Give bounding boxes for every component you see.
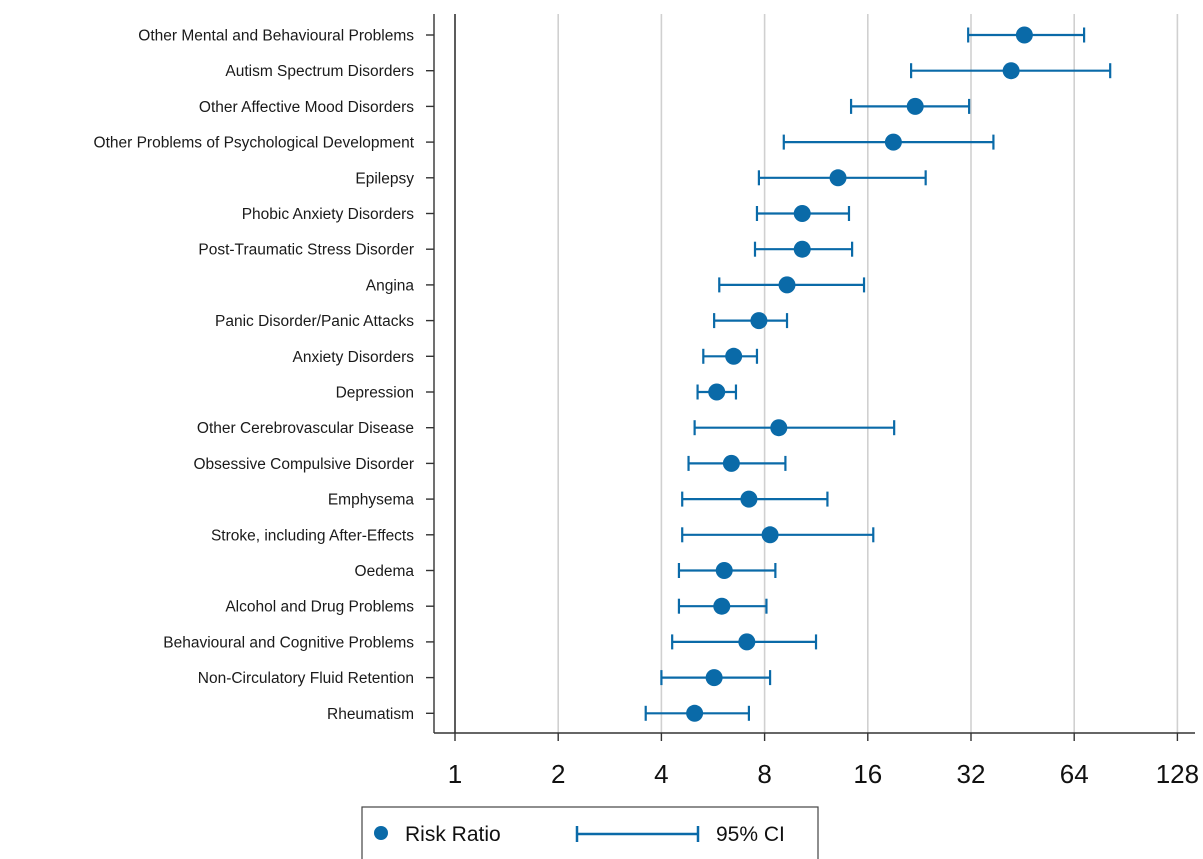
category-label: Other Mental and Behavioural Problems: [138, 28, 414, 45]
legend: Risk Ratio 95% CI: [361, 806, 819, 859]
legend-marker-risk-ratio: [374, 826, 388, 840]
grid-lines: [557, 14, 1179, 733]
category-label: Anxiety Disorders: [293, 349, 415, 366]
category-label: Oedema: [355, 563, 415, 580]
risk-ratio-point: [750, 312, 768, 330]
category-label: Depression: [336, 385, 414, 402]
x-axis: 1 2 4 8 16 32 64 128: [426, 14, 1199, 789]
category-label: Non-Circulatory Fluid Retention: [198, 670, 414, 687]
risk-ratio-point: [713, 597, 731, 615]
category-label: Other Cerebrovascular Disease: [197, 420, 414, 437]
risk-ratio-point: [715, 562, 733, 579]
risk-ratio-point: [708, 383, 726, 401]
risk-ratio-point: [793, 205, 811, 222]
legend-label-risk-ratio: Risk Ratio: [405, 823, 501, 846]
risk-ratio-points: [686, 26, 1033, 722]
risk-ratio-point: [686, 704, 704, 722]
x-tick-label: 32: [957, 759, 986, 789]
x-tick-label: 128: [1156, 759, 1199, 789]
risk-ratio-point: [1002, 62, 1020, 80]
risk-ratio-point: [725, 347, 743, 365]
x-tick-label: 2: [551, 759, 565, 789]
risk-ratio-point: [761, 526, 779, 544]
risk-ratio-point: [793, 240, 811, 258]
risk-ratio-point: [906, 97, 924, 115]
category-label: Angina: [366, 277, 415, 294]
category-label: Obsessive Compulsive Disorder: [193, 456, 414, 473]
x-tick-label: 64: [1060, 759, 1089, 789]
category-label: Phobic Anxiety Disorders: [242, 206, 415, 223]
risk-ratio-point: [884, 133, 902, 151]
risk-ratio-point: [740, 490, 758, 508]
x-tick-label: 16: [853, 759, 882, 789]
risk-ratio-point: [829, 169, 847, 187]
risk-ratio-point: [722, 454, 740, 472]
category-labels: Other Mental and Behavioural Problems Aut…: [94, 28, 415, 723]
category-label: Emphysema: [328, 492, 415, 509]
risk-ratio-point: [738, 633, 756, 651]
x-tick-label: 1: [448, 759, 462, 789]
category-label: Rheumatism: [327, 706, 414, 723]
category-label: Stroke, including After-Effects: [211, 527, 414, 544]
risk-ratio-point: [778, 276, 796, 294]
x-tick-label: 8: [757, 759, 771, 789]
category-label: Epilepsy: [355, 170, 414, 187]
ci-bars: [644, 27, 1112, 721]
legend-label-ci: 95% CI: [716, 823, 785, 846]
category-label: Post-Traumatic Stress Disorder: [198, 242, 414, 259]
risk-ratio-point: [705, 669, 723, 687]
x-tick-label: 4: [654, 759, 668, 789]
risk-ratio-point: [1015, 26, 1033, 44]
category-label: Alcohol and Drug Problems: [225, 599, 414, 616]
category-label: Other Problems of Psychological Developm…: [94, 135, 415, 152]
category-label: Autism Spectrum Disorders: [225, 63, 414, 80]
category-label: Other Affective Mood Disorders: [199, 99, 414, 116]
category-label: Panic Disorder/Panic Attacks: [215, 313, 414, 330]
category-label: Behavioural and Cognitive Problems: [163, 634, 414, 651]
risk-ratio-point: [770, 419, 788, 437]
